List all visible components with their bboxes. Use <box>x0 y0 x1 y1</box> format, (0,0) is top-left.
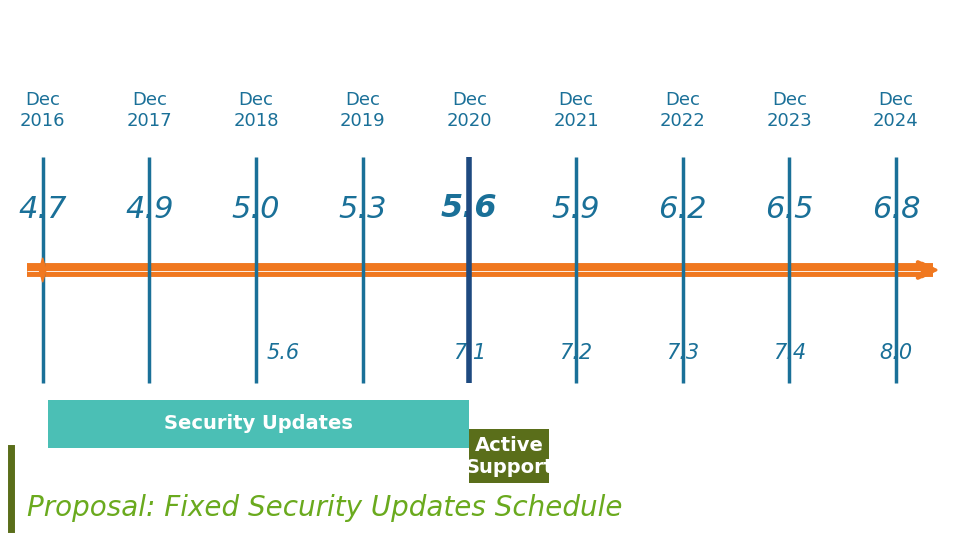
FancyBboxPatch shape <box>469 429 549 483</box>
Text: Dec
2024: Dec 2024 <box>874 91 919 130</box>
Text: Active
Support: Active Support <box>466 436 553 477</box>
Text: 6.8: 6.8 <box>872 195 921 224</box>
Text: Proposal: Fixed Security Updates Schedule: Proposal: Fixed Security Updates Schedul… <box>27 494 622 522</box>
Text: Security Updates: Security Updates <box>164 414 353 434</box>
Text: Dec
2018: Dec 2018 <box>233 91 278 130</box>
Text: 5.9: 5.9 <box>552 195 600 224</box>
Text: 6.5: 6.5 <box>765 195 813 224</box>
Text: Dec
2019: Dec 2019 <box>340 91 386 130</box>
Text: 7.2: 7.2 <box>560 343 592 363</box>
Text: 4.7: 4.7 <box>18 195 67 224</box>
Text: 5.0: 5.0 <box>231 195 280 224</box>
FancyBboxPatch shape <box>48 400 469 448</box>
Text: 8.0: 8.0 <box>879 343 913 363</box>
Text: Dec
2021: Dec 2021 <box>553 91 599 130</box>
Text: 7.1: 7.1 <box>453 343 486 363</box>
Text: 7.3: 7.3 <box>666 343 699 363</box>
Text: 5.6: 5.6 <box>441 193 497 224</box>
Text: 6.2: 6.2 <box>659 195 707 224</box>
Polygon shape <box>39 258 46 282</box>
Text: 5.6: 5.6 <box>266 343 300 363</box>
Text: Dec
2016: Dec 2016 <box>20 91 65 130</box>
Text: 5.3: 5.3 <box>339 195 387 224</box>
Text: Dec
2022: Dec 2022 <box>660 91 706 130</box>
Text: Dec
2023: Dec 2023 <box>766 91 812 130</box>
Text: Dec
2017: Dec 2017 <box>127 91 172 130</box>
Text: Dec
2020: Dec 2020 <box>446 91 492 130</box>
Text: 4.9: 4.9 <box>125 195 174 224</box>
Text: 7.4: 7.4 <box>773 343 805 363</box>
